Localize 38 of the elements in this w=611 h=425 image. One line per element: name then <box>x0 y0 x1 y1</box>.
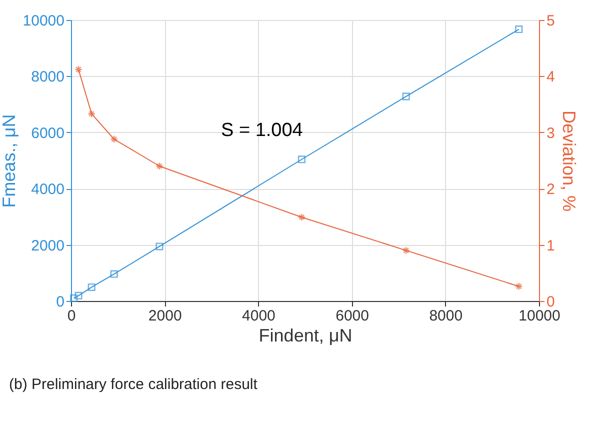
y2-tick-label: 0 <box>546 294 555 310</box>
point <box>402 92 410 100</box>
point <box>88 283 96 291</box>
point <box>110 135 118 144</box>
y2-tick-label: 1 <box>546 237 555 254</box>
y2-tick-label: 3 <box>546 124 555 142</box>
y-tick-label: 6000 <box>31 124 64 142</box>
y-tick-label: 10000 <box>22 12 64 30</box>
point <box>402 246 410 254</box>
point <box>156 162 164 170</box>
x-tick-label: 6000 <box>336 308 369 324</box>
x-tick-label: 0 <box>67 308 76 324</box>
x-tick-label: 4000 <box>242 308 276 324</box>
text: (b) Preliminary force calibration result <box>9 376 258 393</box>
y-tick-label: 0 <box>56 294 64 310</box>
point <box>74 292 82 300</box>
point <box>514 282 523 290</box>
y2-tick-label: 4 <box>546 68 555 86</box>
point <box>515 26 523 34</box>
point <box>298 213 306 222</box>
x-tick-label: 2000 <box>148 308 182 324</box>
y-tick-label: 4000 <box>31 181 64 198</box>
y2-tick-label: 5 <box>546 12 555 30</box>
point <box>110 270 118 278</box>
y-tick-label: 8000 <box>31 68 64 86</box>
y-tick-label: 2000 <box>31 237 64 254</box>
y2-axis-title: Deviation, % <box>558 110 579 212</box>
point <box>156 242 164 250</box>
x-axis-title: Findent, μN <box>258 326 352 346</box>
y2-tick-label: 2 <box>546 181 555 198</box>
point <box>74 66 82 74</box>
y-axis-title: Fmeas., μN <box>0 114 19 208</box>
annotation: S = 1.004 <box>221 120 304 141</box>
point <box>70 294 78 302</box>
point <box>88 110 96 118</box>
point <box>298 156 306 164</box>
x-tick-label: 8000 <box>429 308 463 324</box>
x-tick-label: 10000 <box>518 308 560 324</box>
